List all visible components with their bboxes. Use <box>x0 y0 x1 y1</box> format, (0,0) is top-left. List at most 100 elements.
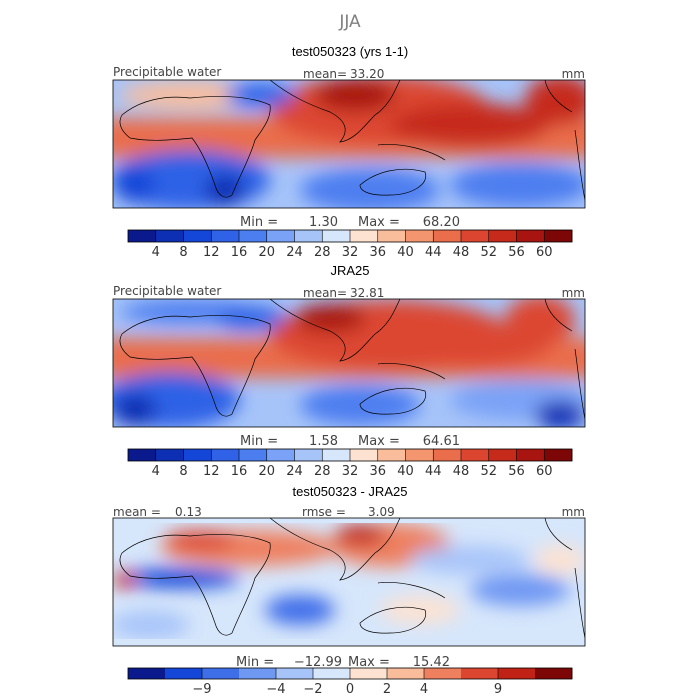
colorbar-tick-label: 48 <box>453 245 470 260</box>
colorbar-tick-label: 36 <box>369 464 386 479</box>
colorbar-swatch <box>544 230 573 242</box>
colorbar: −9 −4 −2 0 2 4 9 <box>127 667 573 697</box>
colorbar-tick-label: 8 <box>179 245 187 260</box>
colorbar-tick-label: 52 <box>480 464 497 479</box>
mean-label: mean= <box>303 286 347 300</box>
colorbar-swatch <box>377 449 406 461</box>
colorbar-swatch <box>155 449 184 461</box>
mean-value: 33.20 <box>350 67 384 81</box>
coastline <box>269 299 401 362</box>
colorbar-tick-label: 32 <box>342 464 359 479</box>
colorbar-tick-label: 24 <box>286 245 303 260</box>
min-label: Min = <box>236 655 274 670</box>
colorbar-tick-label: 48 <box>453 464 470 479</box>
page-title: JJA <box>338 12 361 32</box>
colorbar-swatch <box>405 449 434 461</box>
variable-label: Precipitable water <box>113 284 221 298</box>
map-field <box>113 80 585 208</box>
min-value: −12.99 <box>294 655 342 670</box>
colorbar-tick-label: 56 <box>508 464 525 479</box>
colorbar-tick-label: 2 <box>383 682 391 697</box>
colorbar-tick-label: 12 <box>203 245 220 260</box>
colorbar-swatch <box>498 668 536 679</box>
colorbar-tick-label: 52 <box>480 245 497 260</box>
colorbar-tick-label: 56 <box>508 245 525 260</box>
map-frame <box>112 517 586 647</box>
map-field <box>113 518 585 646</box>
colorbar-swatch <box>516 449 545 461</box>
colorbar-swatch <box>350 668 388 679</box>
panel-difference: test050323 - JRA25 mean = 0.13 rmse = 3.… <box>112 484 586 697</box>
coastline <box>269 518 401 581</box>
colorbar-tick-label: 20 <box>258 245 275 260</box>
coastline <box>544 80 585 201</box>
max-value: 64.61 <box>423 434 460 449</box>
colorbar-tick-label: 40 <box>397 464 414 479</box>
coastline <box>269 80 401 143</box>
colorbar-tick-label: 32 <box>342 245 359 260</box>
colorbar-swatch <box>544 449 573 461</box>
coastline <box>359 144 446 196</box>
max-label: Max = <box>358 215 400 230</box>
colorbar-swatch <box>202 668 240 679</box>
colorbar-tick-label: 60 <box>536 245 553 260</box>
colorbar-swatch <box>516 230 545 242</box>
colorbar-swatch <box>350 449 379 461</box>
coastline <box>544 299 585 420</box>
colorbar: 4 8 12 16 20 24 28 32 36 40 44 48 52 56 60 <box>127 448 573 479</box>
max-value: 15.42 <box>413 655 450 670</box>
min-value: 1.58 <box>309 434 338 449</box>
colorbar-swatch <box>183 449 212 461</box>
colorbar-tick-label: 28 <box>314 464 331 479</box>
coastline <box>359 582 446 634</box>
colorbar-tick-label: 8 <box>179 464 187 479</box>
colorbar-tick-label: 12 <box>203 464 220 479</box>
map-field <box>113 299 585 427</box>
colorbar-swatch <box>266 230 295 242</box>
colorbar-swatch <box>387 668 425 679</box>
colorbar-tick-label: 16 <box>231 245 248 260</box>
mean-value: 0.13 <box>175 505 202 519</box>
rmse-label: rmse = <box>302 505 346 519</box>
colorbar-swatch <box>211 230 240 242</box>
max-label: Max = <box>358 434 400 449</box>
units-label: mm <box>562 505 585 519</box>
mean-value: 32.81 <box>350 286 384 300</box>
colorbar-swatch <box>239 449 268 461</box>
colorbar-swatch <box>424 668 462 679</box>
colorbar-tick-label: 9 <box>494 682 502 697</box>
colorbar-swatch <box>461 230 490 242</box>
colorbar-tick-label: 4 <box>420 682 428 697</box>
colorbar-swatch <box>488 449 517 461</box>
colorbar-swatch <box>211 449 240 461</box>
colorbar-swatch <box>461 668 499 679</box>
colorbar-swatch <box>322 230 351 242</box>
colorbar-swatch <box>405 230 434 242</box>
colorbar-swatch <box>350 230 379 242</box>
coastline <box>119 96 271 198</box>
colorbar-swatch <box>155 230 184 242</box>
colorbar-tick-label: 4 <box>152 245 160 260</box>
colorbar: 4 8 12 16 20 24 28 32 36 40 44 48 52 56 60 <box>127 229 573 260</box>
coastline <box>119 315 271 417</box>
min-label: Min = <box>240 434 278 449</box>
coastline <box>119 534 271 636</box>
map-frame <box>112 79 586 209</box>
panel-title: test050323 - JRA25 <box>293 484 408 499</box>
coastline <box>359 363 446 415</box>
max-value: 68.20 <box>423 215 460 230</box>
panel-reanalysis: JRA25 Precipitable water mean= 32.81 mm <box>112 263 586 479</box>
colorbar-swatch <box>165 668 203 679</box>
min-value: 1.30 <box>309 215 338 230</box>
mean-label: mean = <box>113 505 161 519</box>
colorbar-tick-label: 44 <box>425 245 442 260</box>
colorbar-tick-label: 4 <box>152 464 160 479</box>
colorbar-tick-label: 28 <box>314 245 331 260</box>
colorbar-swatch <box>239 230 268 242</box>
rmse-value: 3.09 <box>368 505 395 519</box>
colorbar-swatch <box>322 449 351 461</box>
colorbar-tick-label: −9 <box>192 682 211 697</box>
colorbar-swatch <box>239 668 277 679</box>
colorbar-swatch <box>266 449 295 461</box>
